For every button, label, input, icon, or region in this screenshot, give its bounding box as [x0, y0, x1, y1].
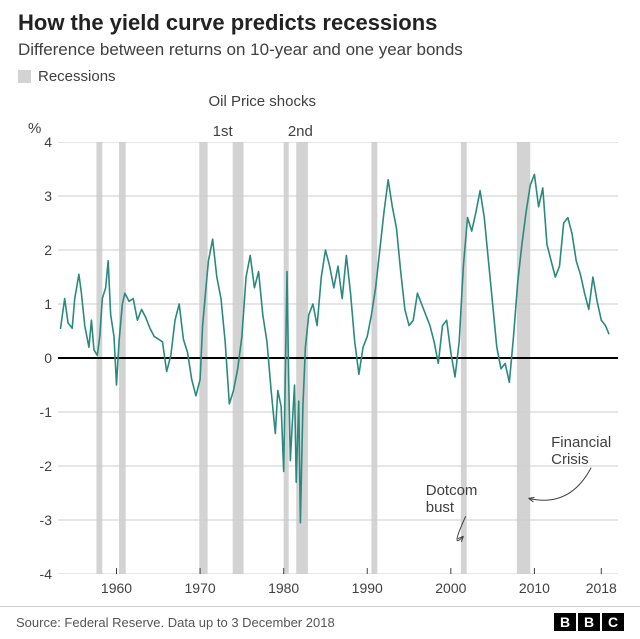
ytick-label: 1	[24, 296, 52, 312]
legend-label: Recessions	[38, 68, 116, 85]
ytick-label: -1	[24, 404, 52, 420]
ytick-label: -3	[24, 512, 52, 528]
ytick-label: 3	[24, 188, 52, 204]
ytick-label: 2	[24, 242, 52, 258]
ytick-label: 4	[24, 134, 52, 150]
bbc-b2: B	[578, 613, 600, 631]
xtick-label: 2000	[435, 580, 466, 596]
chart-title: How the yield curve predicts recessions	[18, 10, 437, 36]
footer: Source: Federal Reserve. Data up to 3 De…	[0, 606, 640, 639]
xtick-label: 2018	[586, 580, 617, 596]
xtick-label: 1980	[268, 580, 299, 596]
xtick-label: 2010	[519, 580, 550, 596]
xtick-label: 1970	[185, 580, 216, 596]
ytick-label: -2	[24, 458, 52, 474]
xtick-label: 1990	[352, 580, 383, 596]
annotation-oil-1st: 1st	[213, 123, 233, 140]
annotation-dotcom: Dotcombust	[426, 482, 478, 516]
xtick-label: 1960	[101, 580, 132, 596]
chart-subtitle: Difference between returns on 10-year an…	[18, 40, 463, 60]
chart-container: How the yield curve predicts recessions …	[0, 0, 640, 639]
ytick-label: -4	[24, 566, 52, 582]
annotation-oil-price-shocks: Oil Price shocks	[208, 93, 316, 110]
annotation-oil-2nd: 2nd	[288, 123, 313, 140]
bbc-b1: B	[554, 613, 576, 631]
legend-swatch-recessions	[18, 70, 31, 83]
bbc-c: C	[602, 613, 624, 631]
plot-area	[58, 142, 618, 574]
bbc-logo: B B C	[554, 613, 624, 631]
annotation-financial-1: FinancialCrisis	[551, 434, 611, 468]
source-text: Source: Federal Reserve. Data up to 3 De…	[16, 615, 335, 630]
ytick-label: 0	[24, 350, 52, 366]
legend: Recessions	[18, 68, 116, 85]
